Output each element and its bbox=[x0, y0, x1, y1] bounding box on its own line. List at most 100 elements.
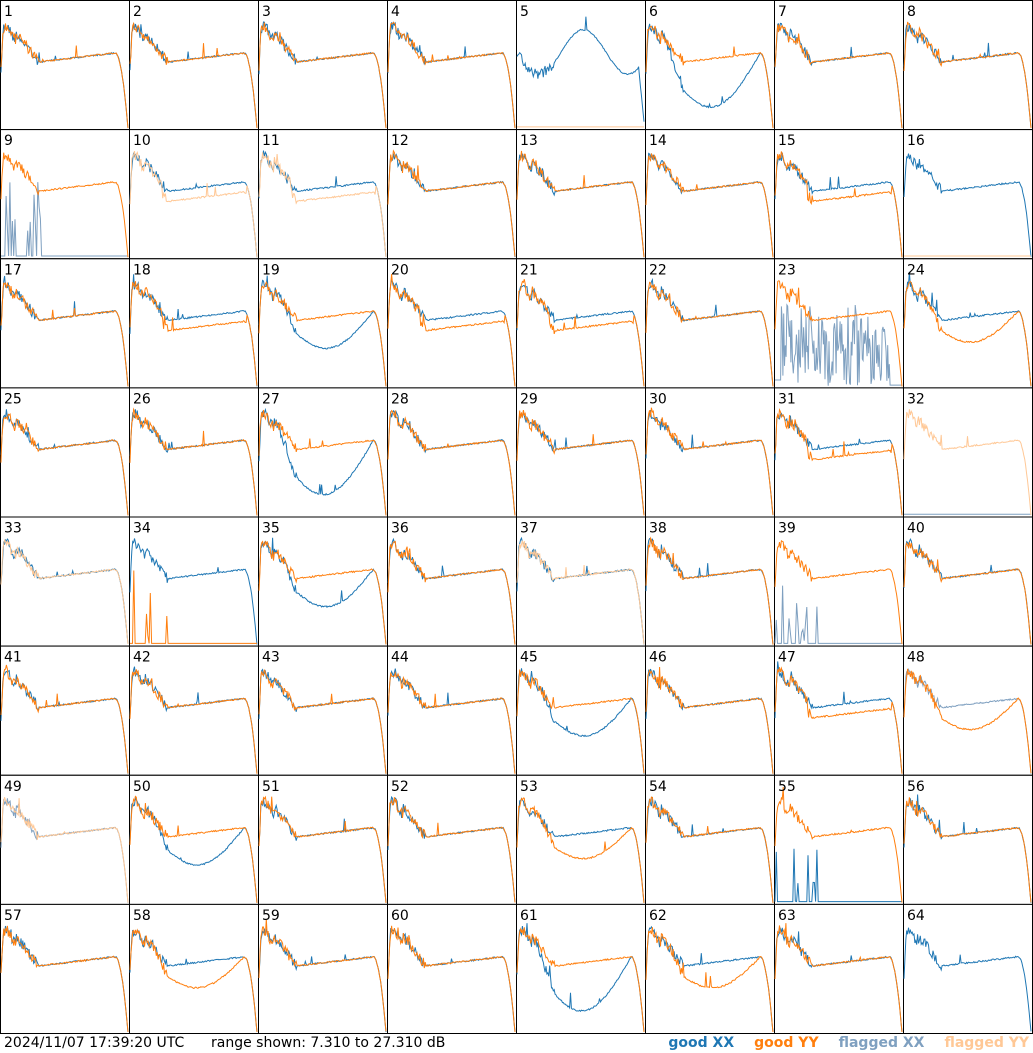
series-yy-36 bbox=[387, 540, 516, 645]
panel-label-59: 59 bbox=[262, 908, 280, 924]
panel-label-42: 42 bbox=[133, 650, 151, 666]
panel-11 bbox=[258, 129, 388, 260]
panel-46 bbox=[645, 645, 775, 776]
panel-label-17: 17 bbox=[4, 262, 22, 278]
panel-6 bbox=[645, 0, 775, 131]
panel-29 bbox=[516, 387, 646, 518]
panel-label-53: 53 bbox=[520, 779, 538, 795]
panel-label-37: 37 bbox=[520, 521, 538, 537]
series-xx-50 bbox=[129, 797, 258, 903]
series-yy-1 bbox=[0, 23, 129, 129]
panel-label-35: 35 bbox=[262, 521, 280, 537]
series-yy-26 bbox=[129, 407, 258, 516]
panel-57 bbox=[0, 903, 130, 1034]
panel-7 bbox=[774, 0, 904, 131]
series-yy-43 bbox=[258, 669, 387, 774]
panel-label-15: 15 bbox=[778, 133, 796, 149]
panel-9 bbox=[0, 129, 130, 260]
panel-20 bbox=[387, 258, 517, 389]
panel-25 bbox=[0, 387, 130, 518]
panel-label-25: 25 bbox=[4, 391, 22, 407]
series-yy-39 bbox=[774, 539, 903, 645]
panel-label-58: 58 bbox=[133, 908, 151, 924]
panel-label-57: 57 bbox=[4, 908, 22, 924]
panel-label-18: 18 bbox=[133, 262, 151, 278]
panel-50 bbox=[129, 774, 259, 905]
panel-17 bbox=[0, 258, 130, 389]
series-yy-42 bbox=[129, 669, 258, 774]
panel-43 bbox=[258, 645, 388, 776]
panel-33 bbox=[0, 516, 130, 647]
panel-62 bbox=[645, 903, 775, 1034]
series-yy-28 bbox=[387, 409, 516, 516]
panel-48 bbox=[903, 645, 1033, 776]
series-xx-47 bbox=[774, 661, 903, 774]
panel-label-5: 5 bbox=[520, 4, 529, 20]
panel-label-44: 44 bbox=[391, 650, 409, 666]
series-yy-8 bbox=[903, 21, 1032, 129]
series-xx-19 bbox=[258, 275, 387, 387]
series-yy-15 bbox=[774, 151, 903, 258]
panel-label-4: 4 bbox=[391, 4, 400, 20]
panel-label-54: 54 bbox=[649, 779, 667, 795]
series-yy-34 bbox=[130, 570, 257, 644]
panel-44 bbox=[387, 645, 517, 776]
panel-label-1: 1 bbox=[4, 4, 13, 20]
series-xx-20 bbox=[387, 278, 516, 387]
series-yy-32 bbox=[903, 409, 1032, 516]
panel-60 bbox=[387, 903, 517, 1034]
panel-21 bbox=[516, 258, 646, 389]
panel-24 bbox=[903, 258, 1033, 389]
series-yy-33 bbox=[0, 538, 129, 645]
series-xx-45 bbox=[516, 668, 645, 774]
series-yy-51 bbox=[258, 795, 387, 903]
panel-53 bbox=[516, 774, 646, 905]
series-xx-39 bbox=[774, 585, 902, 644]
panel-label-20: 20 bbox=[391, 262, 409, 278]
panel-label-19: 19 bbox=[262, 262, 280, 278]
panel-31 bbox=[774, 387, 904, 518]
series-yy-50 bbox=[129, 795, 258, 903]
legend-good-yy: good YY bbox=[754, 1035, 819, 1051]
panel-label-64: 64 bbox=[907, 908, 925, 924]
series-yy-20 bbox=[387, 274, 516, 387]
panel-label-9: 9 bbox=[4, 133, 13, 149]
legend: good XX good YY flagged XX flagged YY bbox=[668, 1034, 1029, 1053]
series-yy-56 bbox=[903, 797, 1032, 903]
panel-label-29: 29 bbox=[520, 391, 538, 407]
series-yy-11 bbox=[258, 152, 387, 257]
panel-label-56: 56 bbox=[907, 779, 925, 795]
series-yy-12 bbox=[387, 149, 516, 257]
series-yy-52 bbox=[387, 797, 516, 903]
panel-label-52: 52 bbox=[391, 779, 409, 795]
panel-label-7: 7 bbox=[778, 4, 787, 20]
series-yy-4 bbox=[387, 21, 516, 129]
panel-8 bbox=[903, 0, 1033, 131]
series-yy-25 bbox=[0, 413, 129, 516]
panel-label-16: 16 bbox=[907, 133, 925, 149]
panel-10 bbox=[129, 129, 259, 260]
panel-label-55: 55 bbox=[778, 779, 796, 795]
series-yy-24 bbox=[903, 280, 1032, 387]
series-yy-31 bbox=[774, 408, 903, 516]
panel-label-21: 21 bbox=[520, 262, 538, 278]
series-xx-9 bbox=[1, 182, 128, 257]
panel-label-12: 12 bbox=[391, 133, 409, 149]
panel-label-23: 23 bbox=[778, 262, 796, 278]
panel-13 bbox=[516, 129, 646, 260]
series-yy-7 bbox=[774, 24, 903, 129]
series-yy-58 bbox=[129, 928, 258, 1033]
panel-label-48: 48 bbox=[907, 650, 925, 666]
panel-label-13: 13 bbox=[520, 133, 538, 149]
series-xx-48 bbox=[903, 667, 1032, 774]
series-yy-18 bbox=[129, 281, 258, 386]
panel-1 bbox=[0, 0, 130, 131]
series-yy-27 bbox=[258, 409, 387, 516]
panel-22 bbox=[645, 258, 775, 389]
panel-label-61: 61 bbox=[520, 908, 538, 924]
panel-59 bbox=[258, 903, 388, 1034]
panel-36 bbox=[387, 516, 517, 647]
series-yy-57 bbox=[0, 925, 129, 1033]
panel-label-33: 33 bbox=[4, 521, 22, 537]
